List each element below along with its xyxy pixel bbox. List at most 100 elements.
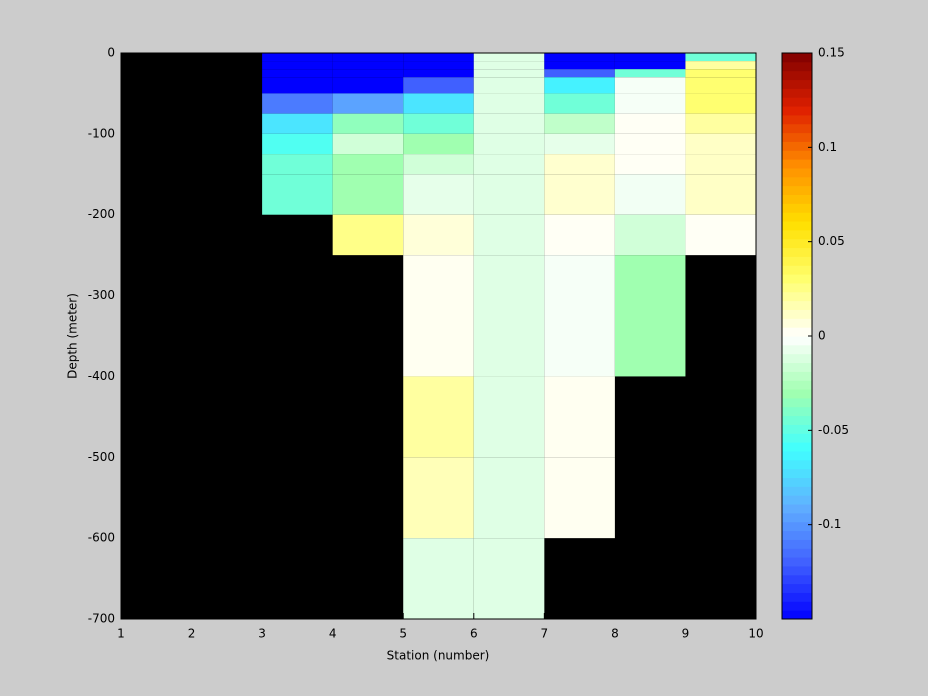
colorbar-swatch — [782, 592, 812, 602]
colorbar-swatch — [782, 282, 812, 293]
heatmap-cell — [262, 77, 333, 94]
heatmap-cell — [685, 133, 756, 155]
heatmap-cell — [544, 61, 615, 70]
colorbar-tick-label: 0.05 — [818, 234, 845, 248]
heatmap-cell — [262, 93, 333, 114]
y-tick-label: -100 — [88, 126, 115, 140]
heatmap-cell — [685, 53, 756, 62]
heatmap-cell — [544, 93, 615, 114]
colorbar-swatch — [782, 450, 812, 461]
heatmap-cell — [544, 255, 615, 377]
heatmap-cell — [262, 61, 333, 70]
heatmap-cell — [403, 174, 474, 215]
heatmap-cell — [403, 93, 474, 114]
heatmap-cell — [473, 255, 545, 377]
heatmap-cell — [544, 53, 615, 62]
x-tick-label: 3 — [258, 627, 266, 641]
colorbar-swatch — [782, 601, 812, 611]
y-tick-label: -200 — [88, 207, 115, 221]
heatmap-cell — [473, 174, 545, 215]
y-tick-label: 0 — [107, 46, 115, 60]
colorbar-swatch — [782, 141, 812, 151]
colorbar-swatch — [782, 557, 812, 567]
colorbar-swatch — [782, 203, 812, 213]
heatmap-cell — [685, 61, 756, 70]
colorbar-swatch — [782, 212, 812, 222]
colorbar-swatch — [782, 353, 812, 364]
colorbar-swatch — [782, 291, 812, 302]
heatmap-cell — [262, 154, 333, 175]
heatmap-cell — [614, 53, 686, 62]
heatmap-cell — [614, 174, 686, 215]
colorbar-swatch — [782, 530, 812, 540]
colorbar-tick-label: -0.05 — [818, 423, 849, 437]
heatmap-cell — [473, 154, 545, 175]
x-tick-label: 5 — [399, 627, 407, 641]
heatmap-cell — [332, 133, 404, 155]
colorbar-swatch — [782, 371, 812, 381]
colorbar-swatch — [782, 504, 812, 514]
heatmap-cell — [614, 255, 686, 377]
colorbar-swatch — [782, 176, 812, 187]
heatmap-cell — [473, 376, 545, 458]
y-tick-label: -600 — [88, 531, 115, 545]
colorbar-swatch — [782, 247, 812, 257]
colorbar-swatch — [782, 150, 812, 160]
colorbar-swatch — [782, 309, 812, 319]
colorbar-swatch — [782, 362, 812, 372]
heatmap-cell — [544, 214, 615, 256]
heatmap-cell — [262, 69, 333, 78]
heatmap-cell — [685, 214, 756, 256]
x-tick-label: 8 — [611, 627, 619, 641]
x-tick-label: 6 — [470, 627, 478, 641]
colorbar-swatch — [782, 512, 812, 523]
colorbar-swatch — [782, 610, 812, 620]
colorbar-swatch — [782, 459, 812, 470]
heatmap-cell — [403, 457, 474, 539]
heatmap-cell — [473, 133, 545, 155]
heatmap-cell — [332, 113, 404, 134]
heatmap-cell — [685, 69, 756, 78]
colorbar-swatch — [782, 123, 812, 134]
heatmap-cell — [544, 376, 615, 458]
colorbar-swatch — [782, 327, 812, 337]
heatmap-cell — [614, 61, 686, 70]
heatmap-cell — [262, 174, 333, 215]
colorbar-swatch — [782, 185, 812, 195]
colorbar-tick-label: 0.15 — [818, 46, 845, 60]
colorbar-swatch — [782, 380, 812, 390]
colorbar-swatch — [782, 389, 812, 399]
colorbar-swatch — [782, 159, 812, 169]
heatmap-cell — [403, 69, 474, 78]
colorbar-swatch — [782, 406, 812, 417]
colorbar-swatch — [782, 565, 812, 576]
colorbar-swatch — [782, 132, 812, 142]
heatmap-cell — [473, 113, 545, 134]
heatmap-cell — [332, 93, 404, 114]
colorbar-swatch — [782, 344, 812, 355]
colorbar-swatch — [782, 274, 812, 284]
colorbar-swatch — [782, 300, 812, 310]
colorbar-swatch — [782, 433, 812, 443]
colorbar-tick-label: 0 — [818, 329, 826, 343]
heatmap-cell — [685, 93, 756, 114]
heatmap-cell — [544, 77, 615, 94]
colorbar-swatch — [782, 495, 812, 505]
heatmap-cell — [544, 133, 615, 155]
heatmap-cell — [685, 174, 756, 215]
heatmap-cell — [262, 53, 333, 62]
heatmap-cell — [262, 133, 333, 155]
colorbar-swatch — [782, 79, 812, 89]
colorbar-swatch — [782, 229, 812, 240]
colorbar-swatch — [782, 468, 812, 478]
x-tick-label: 7 — [541, 627, 549, 641]
x-tick-label: 1 — [117, 627, 125, 641]
colorbar-swatch — [782, 574, 812, 585]
colorbar-tick-label: -0.1 — [818, 517, 841, 531]
heatmap-cell — [544, 69, 615, 78]
heatmap-cell — [614, 133, 686, 155]
colorbar-swatch — [782, 256, 812, 266]
heatmap-cell — [685, 113, 756, 134]
colorbar-swatch — [782, 238, 812, 249]
